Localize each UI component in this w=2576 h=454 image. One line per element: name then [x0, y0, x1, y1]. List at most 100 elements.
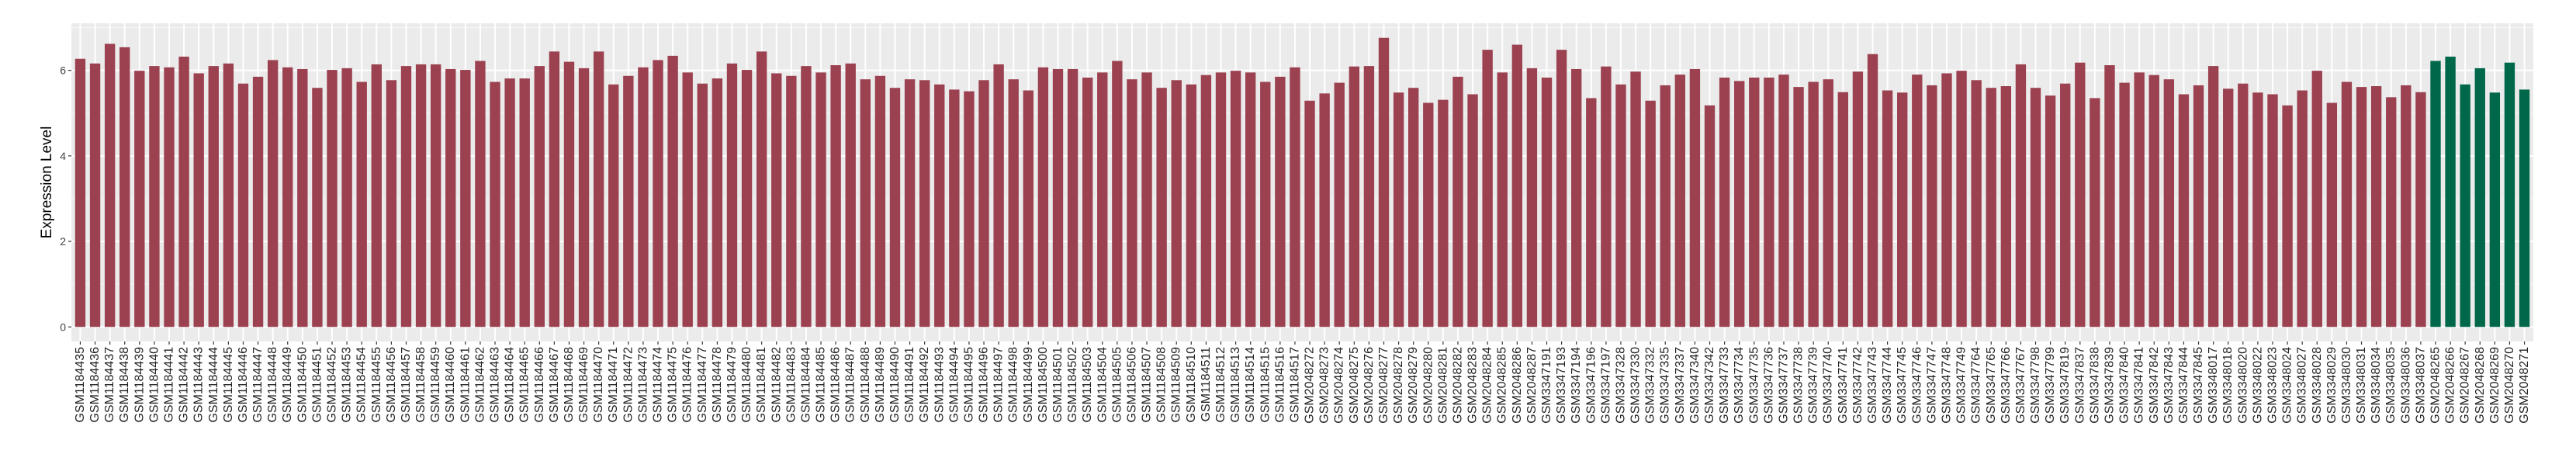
bar: [2430, 61, 2441, 328]
x-tick-label: GSM1184477: [696, 347, 709, 423]
x-tick-label: GSM1184505: [1110, 347, 1124, 423]
bar: [386, 80, 397, 328]
x-tick-label: GSM2048280: [1421, 347, 1435, 424]
x-tick-label: GSM2048275: [1348, 347, 1361, 424]
bar: [1601, 66, 1612, 328]
bar: [1141, 72, 1152, 328]
bar: [1837, 92, 1849, 328]
x-tick-label: GSM1184495: [962, 347, 975, 423]
bar: [771, 73, 782, 328]
bar: [297, 68, 308, 328]
bar: [1734, 81, 1745, 328]
x-tick-label: GSM1184511: [1200, 347, 1213, 421]
bar: [2223, 88, 2234, 328]
bar: [2090, 98, 2100, 328]
bar: [1334, 82, 1345, 328]
x-tick-label: GSM3347342: [1703, 347, 1716, 424]
x-tick-label: GSM3347340: [1688, 347, 1702, 424]
x-tick-label: GSM1184494: [947, 347, 961, 423]
x-tick-label: GSM3347738: [1792, 347, 1806, 424]
bar: [860, 79, 871, 328]
bar: [874, 75, 886, 328]
bar: [949, 89, 960, 328]
x-tick-label: GSM3347799: [2044, 347, 2057, 424]
bar: [2415, 92, 2426, 328]
x-tick-label: GSM1184465: [518, 347, 531, 423]
bar: [2386, 97, 2397, 328]
bar: [1556, 50, 1567, 328]
bar: [2119, 82, 2130, 328]
x-tick-label: GSM3347744: [1881, 347, 1894, 424]
bar: [1927, 85, 1937, 328]
x-tick-label: GSM3347196: [1584, 347, 1598, 424]
bar: [1764, 77, 1774, 328]
x-tick-label: GSM3347740: [1822, 347, 1835, 424]
x-tick-label: GSM1184510: [1185, 347, 1198, 423]
bar: [2504, 62, 2515, 328]
x-tick-label: GSM3347747: [1925, 347, 1938, 424]
bar: [2207, 66, 2219, 328]
x-tick-label: GSM1184454: [355, 347, 369, 423]
bar: [1304, 100, 1315, 328]
bar: [1467, 94, 1478, 328]
bar: [1941, 73, 1952, 328]
bar: [2282, 105, 2293, 328]
bar: [1482, 50, 1493, 328]
x-tick-label: GSM1184496: [978, 347, 991, 423]
bar: [252, 76, 264, 328]
bar: [978, 80, 989, 328]
x-tick-label: GSM1184446: [237, 347, 250, 423]
x-tick-label: GSM1184435: [74, 347, 87, 423]
x-tick-label: GSM1184474: [652, 347, 665, 423]
x-tick-label: GSM1184504: [1096, 347, 1109, 423]
bar: [667, 55, 678, 328]
bar: [1645, 100, 1656, 328]
x-tick-label: GSM3347332: [1644, 347, 1657, 424]
bar: [712, 78, 723, 328]
x-tick-label: GSM1184514: [1244, 347, 1257, 423]
bar: [2474, 68, 2485, 328]
bar: [1230, 71, 1241, 328]
bar: [534, 66, 545, 328]
x-tick-label: GSM2048272: [1304, 347, 1317, 424]
bar: [1438, 99, 1449, 328]
x-tick-label: GSM1184492: [918, 347, 931, 423]
x-tick-label: GSM2048270: [2503, 347, 2516, 424]
bar: [1052, 68, 1064, 328]
x-tick-label: GSM3347843: [2162, 347, 2176, 424]
bar: [1349, 66, 1360, 328]
bar: [1171, 80, 1182, 328]
bar: [1215, 72, 1227, 328]
x-tick-label: GSM2048269: [2488, 347, 2502, 424]
x-tick-label: GSM1184436: [88, 347, 102, 423]
bar: [653, 60, 663, 328]
x-tick-label: GSM2048287: [1525, 347, 1539, 424]
bar: [1200, 75, 1212, 328]
bar: [341, 68, 352, 328]
bar: [2060, 83, 2071, 328]
bar: [475, 61, 486, 328]
x-tick-label: GSM3347734: [1733, 347, 1746, 424]
x-tick-label: GSM3348029: [2325, 347, 2339, 424]
x-tick-label: GSM3347841: [2133, 347, 2146, 424]
x-tick-label: GSM1184460: [444, 347, 457, 423]
bar: [1378, 37, 1390, 328]
bars: [74, 37, 2530, 328]
x-tick-label: GSM1184458: [414, 347, 428, 423]
x-tick-label: GSM2048276: [1362, 347, 1376, 424]
x-tick-label: GSM3347741: [1837, 347, 1850, 424]
x-tick-label: GSM1184464: [504, 347, 517, 423]
bar: [1112, 61, 1123, 328]
bar: [267, 60, 279, 328]
bar: [889, 88, 901, 328]
x-tick-label: GSM3347330: [1629, 347, 1643, 424]
bar: [741, 70, 753, 328]
x-tick-label: GSM2048268: [2474, 347, 2487, 424]
bar: [2341, 81, 2353, 328]
bar: [1186, 84, 1196, 328]
x-tick-label: GSM3348020: [2236, 347, 2249, 424]
x-tick-label: GSM3347749: [1955, 347, 1968, 424]
bar: [2030, 88, 2041, 328]
x-tick-label: GSM3347739: [1807, 347, 1820, 424]
